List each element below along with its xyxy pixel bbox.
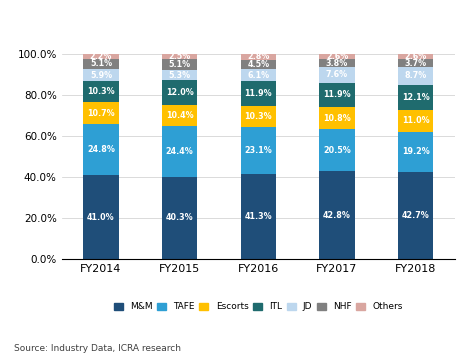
Bar [398, 109, 433, 132]
Text: 12.0%: 12.0% [166, 88, 193, 97]
Bar [398, 132, 433, 172]
Text: 10.3%: 10.3% [245, 112, 272, 121]
Text: 3.7%: 3.7% [405, 59, 427, 68]
Bar [241, 175, 276, 259]
Bar [162, 69, 197, 81]
Bar [241, 60, 276, 69]
Bar [319, 67, 355, 83]
Bar [398, 172, 433, 259]
Text: Exhibit: Trend in Market Share in the tractor industry (Domestic): Exhibit: Trend in Market Share in the tr… [21, 15, 453, 28]
Bar [83, 81, 118, 102]
Text: 42.7%: 42.7% [402, 211, 429, 220]
Text: 19.2%: 19.2% [402, 147, 429, 156]
Text: 7.6%: 7.6% [326, 71, 348, 80]
Bar [398, 85, 433, 109]
Bar [319, 54, 355, 59]
Text: 11.9%: 11.9% [323, 90, 351, 99]
Bar [241, 127, 276, 175]
Text: 2.5%: 2.5% [169, 52, 191, 61]
Bar [162, 105, 197, 126]
Text: 12.1%: 12.1% [402, 93, 429, 102]
Text: 42.8%: 42.8% [323, 211, 351, 220]
Text: 24.4%: 24.4% [166, 147, 193, 156]
Bar [162, 126, 197, 176]
Bar [319, 129, 355, 171]
Text: 2.8%: 2.8% [247, 52, 270, 61]
Bar [319, 107, 355, 129]
Bar [319, 59, 355, 67]
Text: 6.1%: 6.1% [247, 71, 269, 80]
Bar [83, 59, 118, 69]
Text: 40.3%: 40.3% [166, 213, 193, 222]
Bar [162, 176, 197, 259]
Text: Source: Industry Data, ICRA research: Source: Industry Data, ICRA research [14, 344, 181, 353]
Bar [83, 69, 118, 81]
Text: 10.7%: 10.7% [87, 109, 115, 118]
Bar [241, 54, 276, 60]
Text: 11.9%: 11.9% [245, 89, 272, 98]
Bar [162, 54, 197, 59]
Text: 5.1%: 5.1% [169, 60, 191, 69]
Bar [83, 54, 118, 59]
Legend: M&M, TAFE, Escorts, ITL, JD, NHF, Others: M&M, TAFE, Escorts, ITL, JD, NHF, Others [112, 301, 405, 313]
Bar [241, 106, 276, 127]
Text: 5.1%: 5.1% [90, 59, 112, 68]
Text: 2.6%: 2.6% [405, 52, 427, 61]
Text: 24.8%: 24.8% [87, 145, 115, 154]
Text: 41.3%: 41.3% [245, 212, 272, 221]
Bar [241, 81, 276, 106]
Bar [162, 81, 197, 105]
Bar [83, 175, 118, 259]
Text: 20.5%: 20.5% [323, 146, 351, 155]
Bar [398, 67, 433, 85]
Text: 2.2%: 2.2% [90, 52, 112, 61]
Text: 4.5%: 4.5% [247, 60, 269, 69]
Bar [398, 54, 433, 59]
Text: 5.9%: 5.9% [90, 71, 112, 80]
Text: 10.8%: 10.8% [323, 114, 351, 123]
Text: 41.0%: 41.0% [87, 213, 115, 222]
Text: 8.7%: 8.7% [405, 71, 427, 80]
Text: 11.0%: 11.0% [402, 116, 429, 125]
Bar [319, 83, 355, 107]
Bar [83, 124, 118, 175]
Text: 3.8%: 3.8% [326, 59, 348, 68]
Bar [241, 69, 276, 81]
Bar [398, 59, 433, 67]
Text: 2.6%: 2.6% [326, 52, 348, 61]
Text: 10.4%: 10.4% [166, 111, 193, 120]
Bar [319, 171, 355, 259]
Bar [162, 59, 197, 69]
Bar [83, 102, 118, 124]
Text: 5.3%: 5.3% [169, 71, 191, 80]
Text: 10.3%: 10.3% [87, 87, 115, 96]
Text: 23.1%: 23.1% [245, 146, 272, 155]
